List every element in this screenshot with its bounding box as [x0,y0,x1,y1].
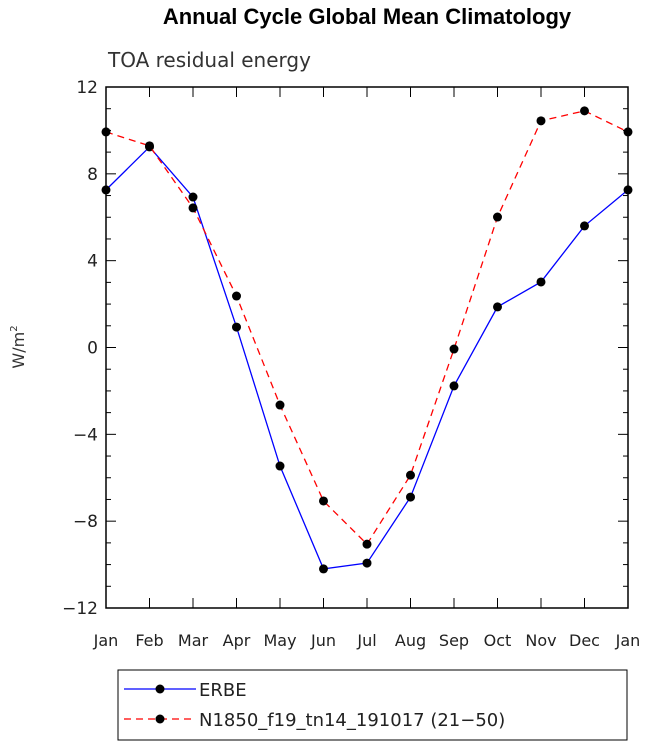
data-point [145,141,154,151]
y-tick-label: 12 [76,78,98,98]
chart-subtitle: TOA residual energy [107,48,311,72]
data-point [362,558,372,568]
y-tick-label: 0 [87,339,98,359]
y-tick-label: −8 [73,512,98,532]
x-tick-label: Jan [615,631,641,650]
x-tick-label: Apr [223,631,251,650]
y-tick-label: −4 [73,425,98,445]
x-tick-label: Oct [484,631,512,650]
data-point [580,221,589,231]
x-tick-label: Jul [356,631,376,650]
x-tick-label: May [263,631,296,650]
data-point [319,564,328,574]
data-point [101,127,111,137]
data-point [580,106,589,116]
data-point [319,496,328,506]
data-point [493,212,502,222]
y-axis-label-sup: 2 [9,325,20,331]
x-tick-label: Feb [135,631,163,650]
data-point [536,116,546,126]
data-point [406,470,415,480]
data-point [449,381,459,391]
data-point [449,344,459,354]
data-point [623,127,633,137]
data-point [406,492,415,502]
y-axis-label-text: W/m [9,332,28,369]
legend-label: ERBE [199,680,247,701]
y-tick-label: −12 [62,599,98,619]
chart-title: Annual Cycle Global Mean Climatology [163,4,572,29]
x-tick-label: Aug [395,631,426,650]
x-tick-label: Sep [439,631,469,650]
legend: ERBE N1850_f19_tn14_191017 (21−50) [117,669,628,741]
data-point [101,185,111,195]
y-axis-label: W/m2 [9,325,28,368]
data-point [188,203,198,213]
data-point [275,461,285,471]
series-line-1 [105,145,629,570]
legend-box [117,669,628,741]
x-tick-label: Nov [525,631,556,650]
x-tick-label: Mar [178,631,209,650]
data-point [493,302,502,312]
legend-marker [155,684,165,694]
y-tick-label: 4 [87,252,98,272]
plot-frame [105,86,629,609]
legend-label: N1850_f19_tn14_191017 (21−50) [199,710,505,731]
x-tick-label: Dec [569,631,600,650]
series-line-2 [105,110,629,546]
data-point [536,277,546,287]
data-point [623,185,633,195]
x-tick-label: Jun [310,631,336,650]
data-point [362,539,372,549]
data-point [232,322,241,332]
y-tick-label: 8 [87,165,98,185]
data-point [188,192,198,202]
data-point [275,400,285,410]
legend-marker [155,714,165,724]
data-point [232,291,241,301]
x-tick-label: Jan [93,631,119,650]
